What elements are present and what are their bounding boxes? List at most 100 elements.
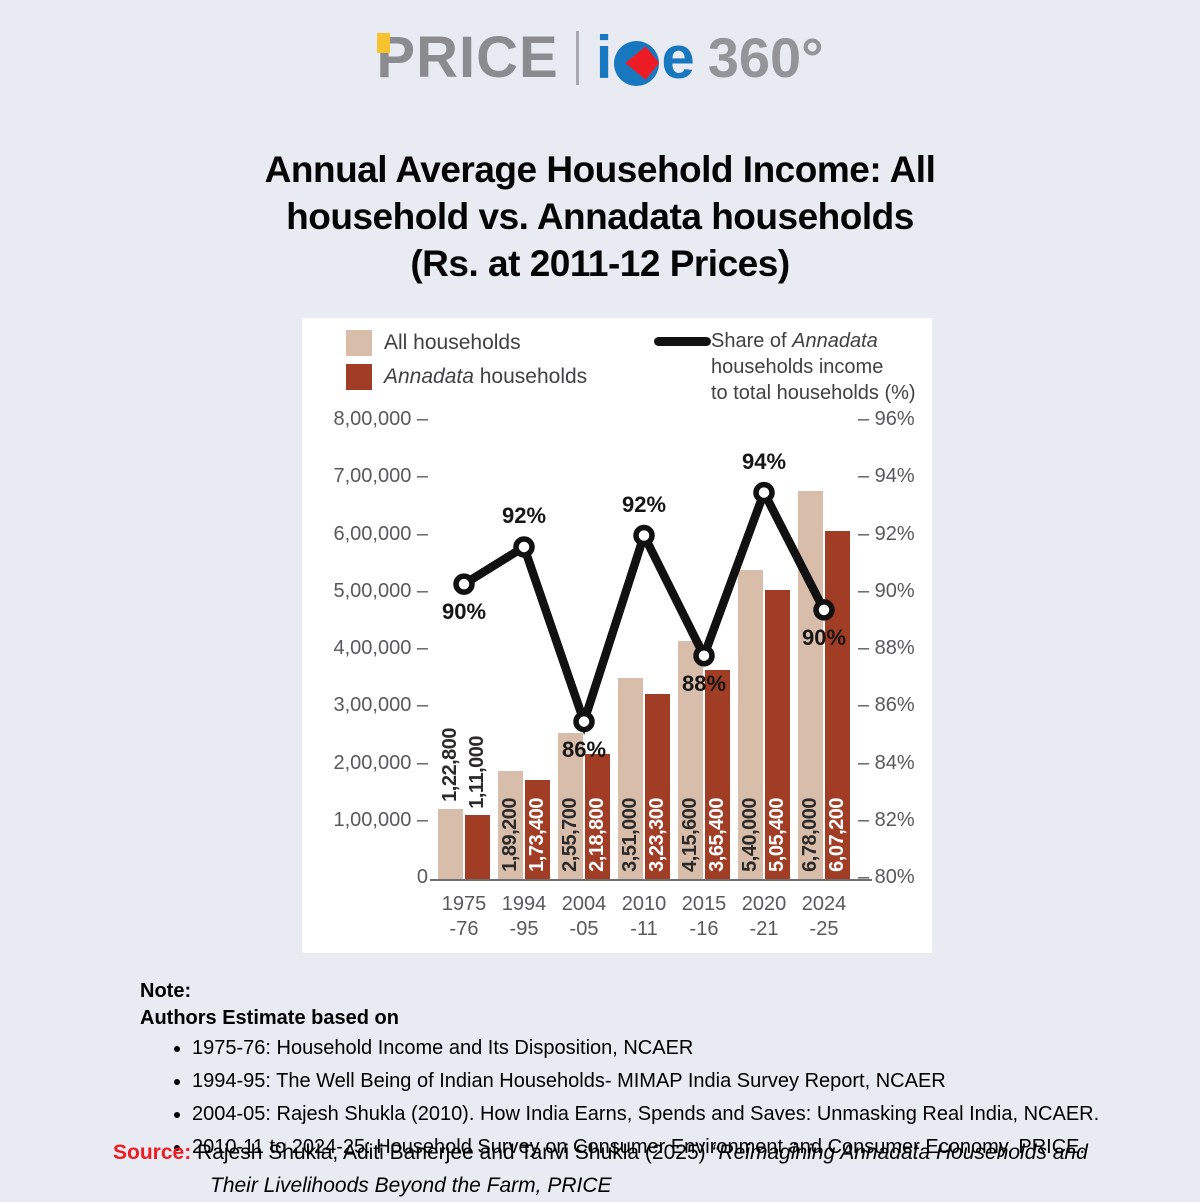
- bar-value-label: 4,15,600: [679, 798, 701, 872]
- y-axis-tick-label: 1,00,000 –: [333, 808, 428, 831]
- ice-logo-i: i: [595, 24, 613, 91]
- bar-value-label: 3,51,000: [619, 798, 641, 872]
- bar-annadata: [825, 531, 850, 879]
- x-axis-label: 2024 -25: [801, 893, 847, 940]
- right-axis-tick-label: – 94%: [858, 465, 915, 488]
- line-legend: Share of Annadata households income to t…: [654, 328, 916, 406]
- page-title: Annual Average Household Income: All hou…: [264, 149, 936, 284]
- y-axis-tick-label: 2,00,000 –: [333, 751, 428, 774]
- share-value-label: 86%: [561, 736, 607, 762]
- price-logo-text: PRICE: [376, 25, 559, 90]
- ice360-logo: i e 360°: [595, 24, 824, 91]
- bar-value-label: 3,23,300: [646, 798, 668, 872]
- x-axis-line: [430, 879, 872, 881]
- red-wedge-icon: [625, 46, 660, 80]
- right-axis-tick-label: – 84%: [858, 751, 915, 774]
- bar-value-label: 6,78,000: [799, 798, 821, 872]
- line-marker-icon: [573, 710, 595, 733]
- y-axis-tick-label: 6,00,000 –: [333, 522, 428, 545]
- legend-item-annadata-households: Annadata households: [346, 364, 587, 390]
- line-marker-icon: [513, 536, 535, 558]
- line-legend-line1: Share of Annadata: [711, 328, 916, 354]
- right-axis-tick-label: – 92%: [858, 522, 915, 545]
- logo-divider: [575, 31, 579, 85]
- line-legend-symbol-icon: [654, 337, 711, 346]
- bar-annadata: [585, 753, 610, 879]
- share-value-label: 88%: [681, 670, 727, 696]
- right-axis-tick-label: – 80%: [858, 866, 915, 888]
- bar-value-label: 1,89,200: [499, 798, 521, 872]
- bar-all-households: [558, 732, 583, 879]
- note-list: 1975-76: Household Income and Its Dispos…: [140, 1035, 1100, 1161]
- bar-all-households: [438, 808, 463, 879]
- ice-logo-360: 360°: [707, 26, 824, 89]
- bar-value-label: 5,05,400: [766, 798, 788, 872]
- note-heading: Note:: [140, 980, 192, 1002]
- source-label: Source:: [113, 1141, 192, 1164]
- ice-logo-e: e: [661, 24, 694, 91]
- bar-value-label: 1,22,800: [439, 727, 461, 802]
- y-axis-tick-label: 5,00,000 –: [333, 579, 428, 602]
- bar-value-label: 6,07,200: [826, 798, 848, 872]
- x-axis-label: 2015 -16: [681, 893, 727, 940]
- legend-annadata-italic: Annadata: [384, 365, 474, 388]
- right-axis-tick-label: – 90%: [858, 579, 915, 602]
- legend-item-all-households: All households: [346, 330, 587, 356]
- note-bullet: 1994-95: The Well Being of Indian Househ…: [192, 1068, 1100, 1095]
- x-axis-label: 2010 -11: [621, 893, 667, 940]
- right-axis-tick-label: – 82%: [858, 808, 915, 831]
- source-line1: Source: Rajesh Shukla, Aditi Banerjee an…: [113, 1136, 1123, 1169]
- all-households-swatch-icon: [346, 330, 372, 356]
- legend-label-annadata: Annadata households: [384, 365, 587, 389]
- bar-legend: All households Annadata households: [346, 330, 587, 398]
- share-value-label: 92%: [501, 502, 547, 528]
- line-legend-label: Share of Annadata households income to t…: [711, 328, 916, 406]
- bar-annadata: [465, 815, 490, 879]
- line-marker-icon: [453, 573, 475, 595]
- y-axis-tick-label: 8,00,000 –: [333, 408, 428, 430]
- x-axis-label: 2004 -05: [561, 893, 607, 940]
- bar-value-label: 3,65,400: [706, 798, 728, 872]
- y-axis-tick-label: 4,00,000 –: [333, 637, 428, 659]
- legend-label-all: All households: [384, 331, 521, 354]
- note-section: Note: Authors Estimate based on 1975-76:…: [140, 978, 1100, 1167]
- price-logo: PRICE: [376, 28, 558, 88]
- line-legend-line2: households income: [711, 356, 884, 378]
- note-subheading: Authors Estimate based on: [140, 1007, 399, 1029]
- right-axis-tick-label: – 86%: [858, 694, 915, 717]
- share-value-label: 94%: [741, 448, 787, 474]
- bar-value-label: 2,18,800: [586, 798, 608, 872]
- legend-annadata-rest: households: [473, 365, 588, 388]
- right-axis-tick-label: – 88%: [858, 637, 915, 659]
- x-axis-label: 1994 -95: [501, 893, 547, 940]
- y-axis-tick-label: 3,00,000 –: [333, 694, 428, 717]
- right-axis-tick-label: – 96%: [858, 408, 915, 430]
- line-legend-line3: to total households (%): [711, 382, 916, 404]
- annadata-households-swatch-icon: [346, 364, 372, 390]
- bar-value-label: 1,11,000: [466, 735, 488, 809]
- y-axis-tick-label: 0: [416, 866, 428, 888]
- source-authors: Rajesh Shukla, Aditi Banerjee and Tanvi …: [191, 1141, 712, 1164]
- bar-value-label: 2,55,700: [559, 798, 581, 872]
- brand-logo: PRICE i e 360°: [0, 28, 1200, 88]
- source-line2: Their Livelihoods Beyond the Farm, PRICE: [210, 1174, 612, 1197]
- x-axis-label: 1975 -76: [441, 893, 487, 940]
- line-legend-pre: Share of: [711, 330, 793, 352]
- note-bullet: 2004-05: Rajesh Shukla (2010). How India…: [192, 1101, 1100, 1128]
- bar-value-label: 1,73,400: [526, 798, 548, 872]
- ice-logo-c-icon: [614, 40, 660, 86]
- plot-area: 8,00,000 – 7,00,000 – 6,00,000 – 5,00,000 –…: [302, 318, 932, 953]
- share-value-label: 90%: [801, 624, 847, 650]
- bar-all-households: [498, 770, 523, 879]
- line-legend-italic: Annadata: [792, 330, 878, 352]
- chart-card: All households Annadata households Share…: [302, 318, 932, 953]
- source-section: Source: Rajesh Shukla, Aditi Banerjee an…: [113, 1136, 1123, 1202]
- x-axis-label: 2020 -21: [741, 893, 787, 940]
- share-value-label: 90%: [441, 599, 487, 625]
- y-axis-tick-label: 7,00,000 –: [333, 465, 428, 488]
- line-marker-icon: [753, 481, 775, 504]
- share-value-label: 92%: [621, 491, 667, 517]
- note-bullet: 2010-11 to 2024-25: Household Survey on …: [192, 1134, 1100, 1161]
- bar-value-label: 5,40,000: [739, 798, 761, 872]
